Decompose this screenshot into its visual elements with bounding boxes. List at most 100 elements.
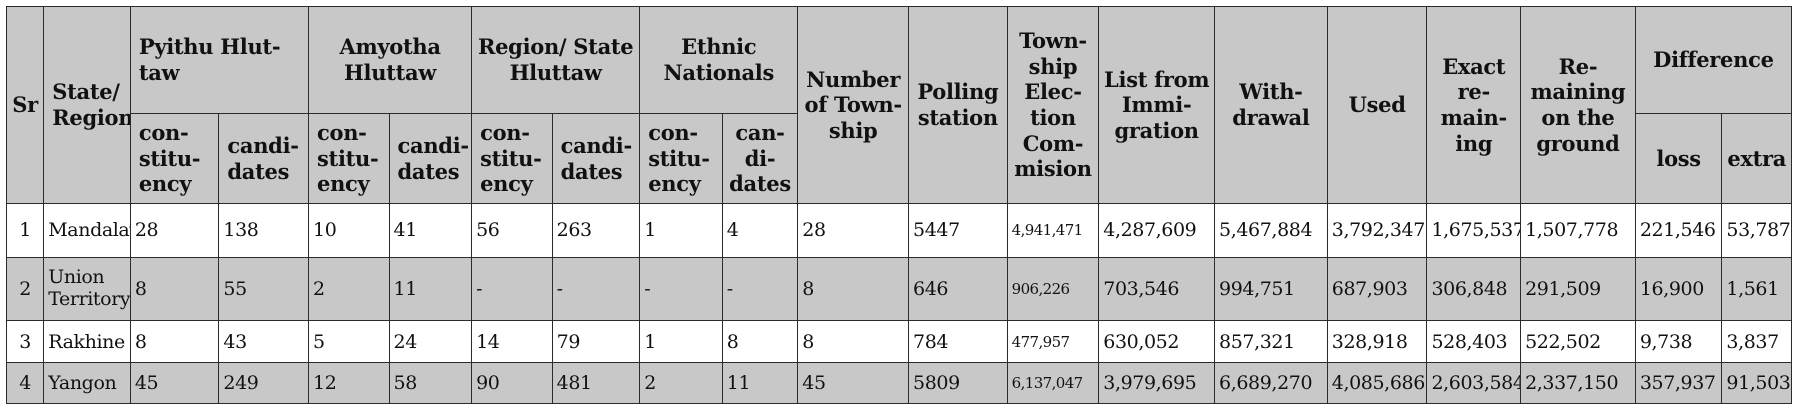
cell-pyithu-candidates: 43 [218, 320, 310, 363]
header-list-from-immigration: List from Immi-gration [1098, 6, 1216, 204]
header-polling-station: Polling station [908, 6, 1008, 204]
cell-ethnic-constituency: 2 [639, 361, 723, 405]
cell-region: Yangon [43, 361, 131, 405]
header-amyotha-candidates: candi-dates [388, 113, 473, 204]
election-data-table: Sr State/ Region Pyithu Hlut-taw Amyotha… [5, 6, 1793, 405]
cell-region-constituency: 14 [471, 320, 553, 363]
header-loss: loss [1634, 113, 1723, 204]
header-sr: Sr [5, 6, 45, 204]
cell-amyotha-constituency: 10 [308, 203, 390, 258]
header-pyithu-constituency: con-stitu-ency [129, 113, 220, 204]
cell-extra: 53,787 [1721, 203, 1792, 258]
header-used: Used [1326, 6, 1428, 204]
cell-region-candidates: 79 [551, 320, 641, 363]
cell-region: Union Territory [43, 256, 131, 322]
cell-region-candidates: - [551, 256, 641, 322]
cell-region-constituency: - [471, 256, 553, 322]
cell-ethnic-candidates: 8 [721, 320, 799, 363]
cell-pyithu-constituency: 8 [129, 320, 220, 363]
header-extra: extra [1721, 113, 1792, 204]
cell-extra: 1,561 [1721, 256, 1792, 322]
cell-exact-remaining: 2,603,584 [1426, 361, 1522, 405]
cell-list-from-immigration: 703,546 [1098, 256, 1216, 322]
header-pyithu-candidates: candi-dates [218, 113, 310, 204]
cell-pyithu-constituency: 8 [129, 256, 220, 322]
cell-used: 687,903 [1326, 256, 1428, 322]
cell-amyotha-candidates: 41 [388, 203, 473, 258]
header-state-region: State/ Region [43, 6, 131, 204]
header-amyotha-hluttaw: Amyotha Hluttaw [308, 6, 473, 114]
header-ethnic-nationals: Ethnic Nationals [639, 6, 799, 114]
table-row: 3 Rakhine 8 43 5 24 14 79 1 8 8 784 477,… [5, 320, 1792, 363]
table-row: 1 Mandalay 28 138 10 41 56 263 1 4 28 54… [5, 203, 1792, 258]
cell-ethnic-candidates: 4 [721, 203, 799, 258]
cell-exact-remaining: 528,403 [1426, 320, 1522, 363]
cell-pyithu-constituency: 28 [129, 203, 220, 258]
cell-loss: 16,900 [1634, 256, 1723, 322]
header-region-candidates: candi-dates [551, 113, 641, 204]
cell-sr: 4 [5, 361, 45, 405]
cell-number-of-township: 8 [797, 320, 909, 363]
cell-amyotha-candidates: 11 [388, 256, 473, 322]
cell-remaining-on-ground: 291,509 [1520, 256, 1636, 322]
cell-township-election-commision: 477,957 [1006, 320, 1100, 363]
cell-used: 4,085,686 [1326, 361, 1428, 405]
cell-region-constituency: 56 [471, 203, 553, 258]
header-ethnic-candidates: can-di-dates [721, 113, 799, 204]
cell-ethnic-constituency: - [639, 256, 723, 322]
cell-number-of-township: 28 [797, 203, 909, 258]
cell-polling-station: 5447 [908, 203, 1008, 258]
header-pyithu-hluttaw: Pyithu Hlut-taw [129, 6, 310, 114]
cell-list-from-immigration: 3,979,695 [1098, 361, 1216, 405]
cell-region-candidates: 263 [551, 203, 641, 258]
cell-withdrawal: 994,751 [1214, 256, 1328, 322]
cell-remaining-on-ground: 1,507,778 [1520, 203, 1636, 258]
cell-number-of-township: 45 [797, 361, 909, 405]
cell-loss: 221,546 [1634, 203, 1723, 258]
table-row: 2 Union Territory 8 55 2 11 - - - - 8 64… [5, 256, 1792, 322]
header-region-state-hluttaw: Region/ State Hluttaw [471, 6, 641, 114]
cell-region-candidates: 481 [551, 361, 641, 405]
cell-withdrawal: 857,321 [1214, 320, 1328, 363]
header-withdrawal: With-drawal [1214, 6, 1328, 204]
cell-withdrawal: 5,467,884 [1214, 203, 1328, 258]
cell-amyotha-constituency: 12 [308, 361, 390, 405]
cell-township-election-commision: 906,226 [1006, 256, 1100, 322]
cell-pyithu-candidates: 138 [218, 203, 310, 258]
cell-used: 3,792,347 [1326, 203, 1428, 258]
cell-sr: 3 [5, 320, 45, 363]
cell-loss: 9,738 [1634, 320, 1723, 363]
cell-ethnic-constituency: 1 [639, 203, 723, 258]
header-ethnic-constituency: con-stitu-ency [639, 113, 723, 204]
cell-polling-station: 784 [908, 320, 1008, 363]
cell-polling-station: 646 [908, 256, 1008, 322]
cell-region: Rakhine [43, 320, 131, 363]
cell-region: Mandalay [43, 203, 131, 258]
cell-list-from-immigration: 4,287,609 [1098, 203, 1216, 258]
cell-exact-remaining: 306,848 [1426, 256, 1522, 322]
table-row: 4 Yangon 45 249 12 58 90 481 2 11 45 580… [5, 361, 1792, 405]
header-difference: Difference [1634, 6, 1793, 114]
cell-ethnic-candidates: 11 [721, 361, 799, 405]
cell-exact-remaining: 1,675,537 [1426, 203, 1522, 258]
cell-extra: 91,503 [1721, 361, 1792, 405]
cell-township-election-commision: 6,137,047 [1006, 361, 1100, 405]
cell-region-constituency: 90 [471, 361, 553, 405]
cell-polling-station: 5809 [908, 361, 1008, 405]
cell-township-election-commision: 4,941,471 [1006, 203, 1100, 258]
cell-amyotha-candidates: 58 [388, 361, 473, 405]
cell-ethnic-candidates: - [721, 256, 799, 322]
cell-loss: 357,937 [1634, 361, 1723, 405]
cell-pyithu-candidates: 249 [218, 361, 310, 405]
cell-amyotha-constituency: 2 [308, 256, 390, 322]
cell-remaining-on-ground: 522,502 [1520, 320, 1636, 363]
cell-remaining-on-ground: 2,337,150 [1520, 361, 1636, 405]
cell-list-from-immigration: 630,052 [1098, 320, 1216, 363]
cell-used: 328,918 [1326, 320, 1428, 363]
cell-amyotha-candidates: 24 [388, 320, 473, 363]
cell-sr: 2 [5, 256, 45, 322]
cell-withdrawal: 6,689,270 [1214, 361, 1328, 405]
cell-amyotha-constituency: 5 [308, 320, 390, 363]
cell-extra: 3,837 [1721, 320, 1792, 363]
header-number-of-township: Number of Town-ship [797, 6, 909, 204]
